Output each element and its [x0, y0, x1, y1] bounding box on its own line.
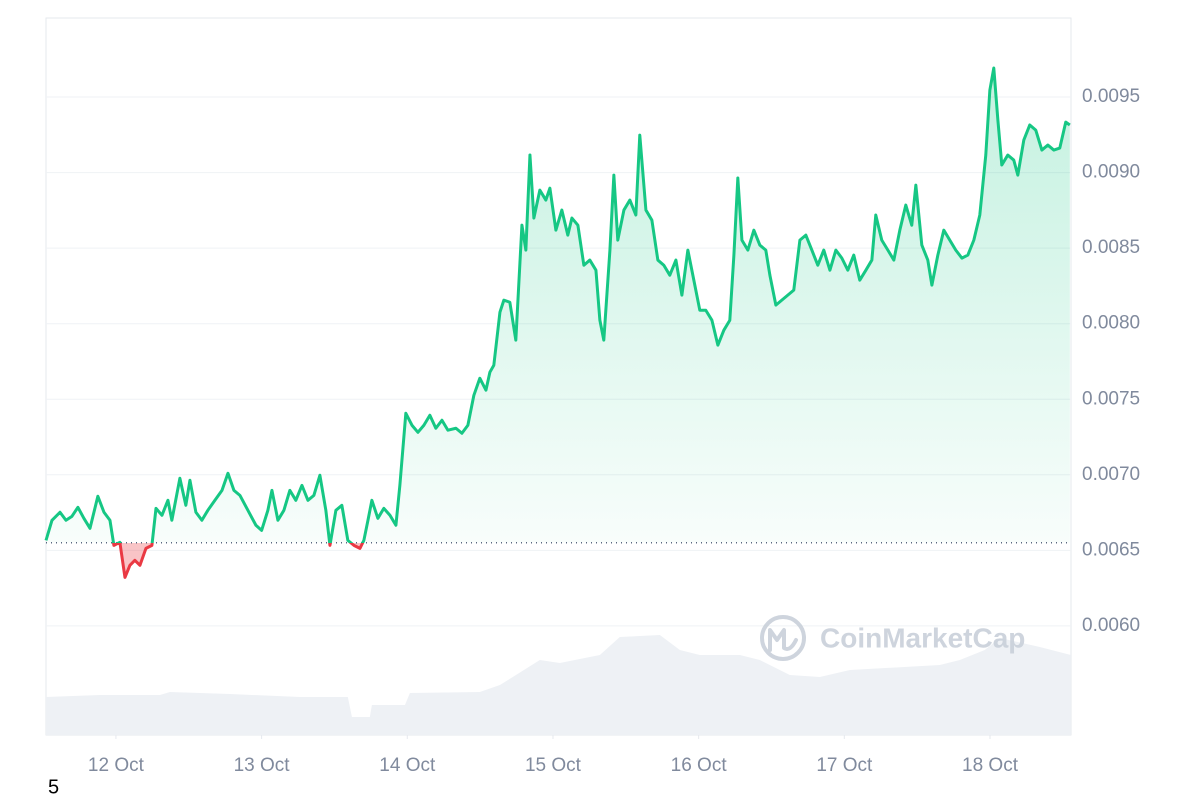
watermark: CoinMarketCap — [760, 615, 1025, 661]
price-area — [46, 68, 1070, 578]
y-tick-label: 0.0075 — [1082, 388, 1140, 409]
y-tick-label: 0.0085 — [1082, 237, 1140, 258]
x-tick-label: 16 Oct — [671, 755, 728, 776]
price-layer — [44, 66, 1071, 579]
x-tick-label: 15 Oct — [525, 755, 582, 776]
watermark-logo — [760, 615, 806, 661]
x-tick-label: 14 Oct — [379, 755, 436, 776]
watermark-logo-mark — [768, 628, 798, 652]
y-tick-label: 0.0070 — [1082, 464, 1140, 485]
y-tick-label: 0.0065 — [1082, 539, 1140, 560]
x-tick-label: 13 Oct — [234, 755, 291, 776]
y-tick-label: 0.0060 — [1082, 615, 1140, 636]
watermark-text: CoinMarketCap — [820, 622, 1025, 653]
axes: 0.0060 0.0065 0.0070 0.0075 0.0080 0.0085 0.00… — [88, 86, 1140, 776]
x-tick-label: 12 Oct — [88, 755, 145, 776]
y-tick-label: 0.0090 — [1082, 162, 1140, 183]
price-line — [44, 66, 1071, 579]
y-tick-label: 0.0080 — [1082, 313, 1140, 334]
footnote: 5 — [48, 776, 59, 798]
volume-area — [46, 635, 1071, 735]
x-tick-label: 18 Oct — [962, 755, 1019, 776]
y-tick-label: 0.0095 — [1082, 86, 1140, 107]
x-tick-label: 17 Oct — [816, 755, 873, 776]
volume-layer — [46, 635, 1071, 735]
